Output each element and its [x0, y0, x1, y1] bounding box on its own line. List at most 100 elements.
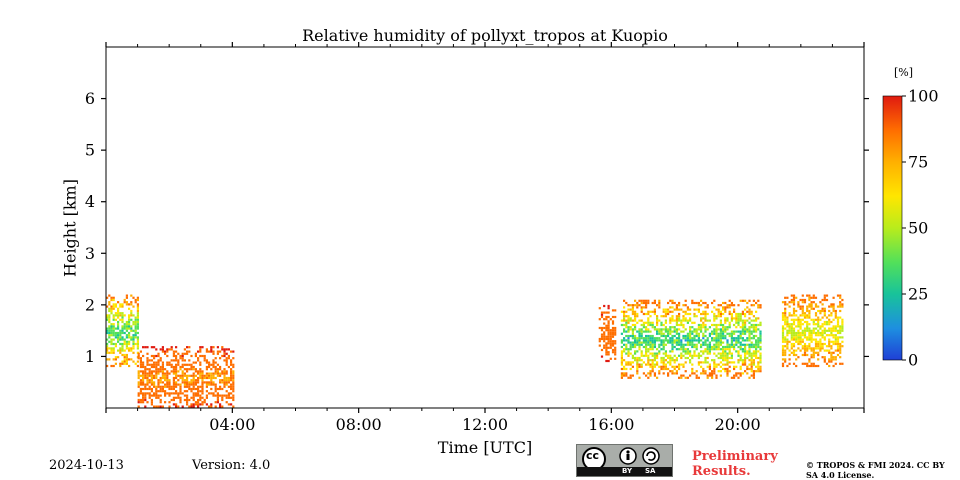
humidity-cell	[693, 343, 696, 346]
humidity-cell	[607, 315, 610, 319]
humidity-cell	[799, 331, 802, 335]
humidity-cell	[125, 296, 128, 299]
humidity-cell	[123, 362, 126, 365]
humidity-cell	[199, 354, 202, 358]
humidity-cell	[673, 367, 676, 371]
humidity-cell	[713, 330, 716, 333]
humidity-cell	[658, 306, 661, 309]
humidity-cell	[728, 312, 731, 316]
humidity-cell	[693, 354, 696, 357]
humidity-cell	[125, 356, 128, 359]
humidity-cell	[157, 385, 160, 388]
humidity-cell	[227, 392, 230, 395]
humidity-cell	[786, 347, 789, 350]
humidity-cell	[110, 309, 113, 313]
humidity-cell	[693, 301, 696, 305]
humidity-cell	[221, 405, 224, 408]
humidity-cell	[750, 310, 753, 313]
humidity-cell	[715, 317, 718, 320]
humidity-cell	[170, 363, 173, 366]
humidity-cell	[673, 326, 676, 329]
humidity-cell	[638, 365, 641, 368]
humidity-cell	[786, 303, 789, 306]
humidity-cell	[757, 356, 760, 360]
humidity-cell	[658, 345, 661, 349]
humidity-cell	[724, 319, 727, 322]
humidity-cell	[808, 364, 811, 368]
humidity-cell	[179, 357, 182, 360]
humidity-cell	[741, 312, 744, 316]
humidity-cell	[836, 345, 840, 348]
humidity-cell	[728, 343, 731, 346]
humidity-cell	[752, 343, 755, 346]
humidity-cell	[611, 329, 615, 332]
humidity-cell	[834, 309, 837, 313]
humidity-cell	[600, 333, 604, 336]
humidity-cell	[150, 379, 153, 382]
humidity-cell	[227, 385, 230, 388]
humidity-cell	[715, 337, 718, 340]
humidity-cell	[823, 307, 826, 310]
humidity-cell	[112, 316, 115, 319]
humidity-cell	[656, 354, 659, 357]
humidity-cell	[183, 390, 186, 393]
humidity-cell	[750, 304, 753, 307]
humidity-cell	[214, 383, 217, 386]
humidity-cell	[172, 368, 175, 371]
humidity-cell	[799, 307, 802, 310]
humidity-cell	[190, 390, 193, 393]
humidity-cell	[784, 320, 787, 324]
humidity-cell	[662, 372, 665, 375]
humidity-cell	[203, 374, 206, 377]
humidity-cell	[164, 394, 167, 397]
humidity-cell	[634, 359, 637, 362]
humidity-cell	[660, 341, 663, 344]
humidity-cell	[164, 372, 167, 375]
humidity-cell	[675, 337, 678, 340]
humidity-cell	[671, 315, 674, 318]
humidity-cell	[737, 304, 740, 307]
humidity-cell	[164, 352, 167, 355]
humidity-cell	[689, 354, 692, 357]
humidity-cell	[691, 343, 694, 346]
humidity-cell	[123, 314, 126, 317]
humidity-cell	[715, 328, 718, 331]
humidity-cell	[759, 304, 762, 307]
humidity-cell	[832, 334, 835, 337]
humidity-cell	[605, 324, 608, 327]
humidity-cell	[836, 325, 840, 328]
humidity-cell	[695, 301, 698, 305]
humidity-cell	[166, 372, 169, 375]
humidity-cell	[647, 359, 650, 362]
humidity-cell	[210, 403, 213, 406]
humidity-cell	[806, 364, 809, 368]
humidity-cell	[636, 301, 639, 305]
humidity-cell	[700, 361, 703, 364]
humidity-cell	[748, 334, 751, 338]
humidity-cell	[797, 318, 800, 321]
humidity-cell	[695, 330, 698, 333]
humidity-cell	[667, 330, 670, 333]
humidity-cell	[832, 364, 835, 368]
humidity-cell	[728, 348, 731, 351]
humidity-cell	[123, 338, 126, 341]
humidity-cell	[678, 332, 681, 335]
humidity-cell	[828, 364, 831, 368]
humidity-cell	[739, 343, 742, 346]
humidity-cell	[225, 379, 228, 382]
colorbar	[882, 95, 903, 361]
humidity-cell	[653, 341, 656, 344]
humidity-cell	[711, 339, 714, 342]
humidity-cell	[121, 336, 124, 339]
humidity-cell	[214, 401, 217, 404]
humidity-cell	[719, 339, 722, 342]
humidity-cell	[662, 367, 665, 371]
humidity-cell	[634, 328, 637, 331]
humidity-cell	[795, 338, 798, 341]
humidity-cell	[221, 372, 224, 375]
humidity-cell	[746, 350, 749, 353]
humidity-cell	[638, 348, 641, 351]
humidity-cell	[603, 322, 606, 325]
humidity-cell	[784, 340, 787, 343]
humidity-cell	[786, 331, 789, 335]
